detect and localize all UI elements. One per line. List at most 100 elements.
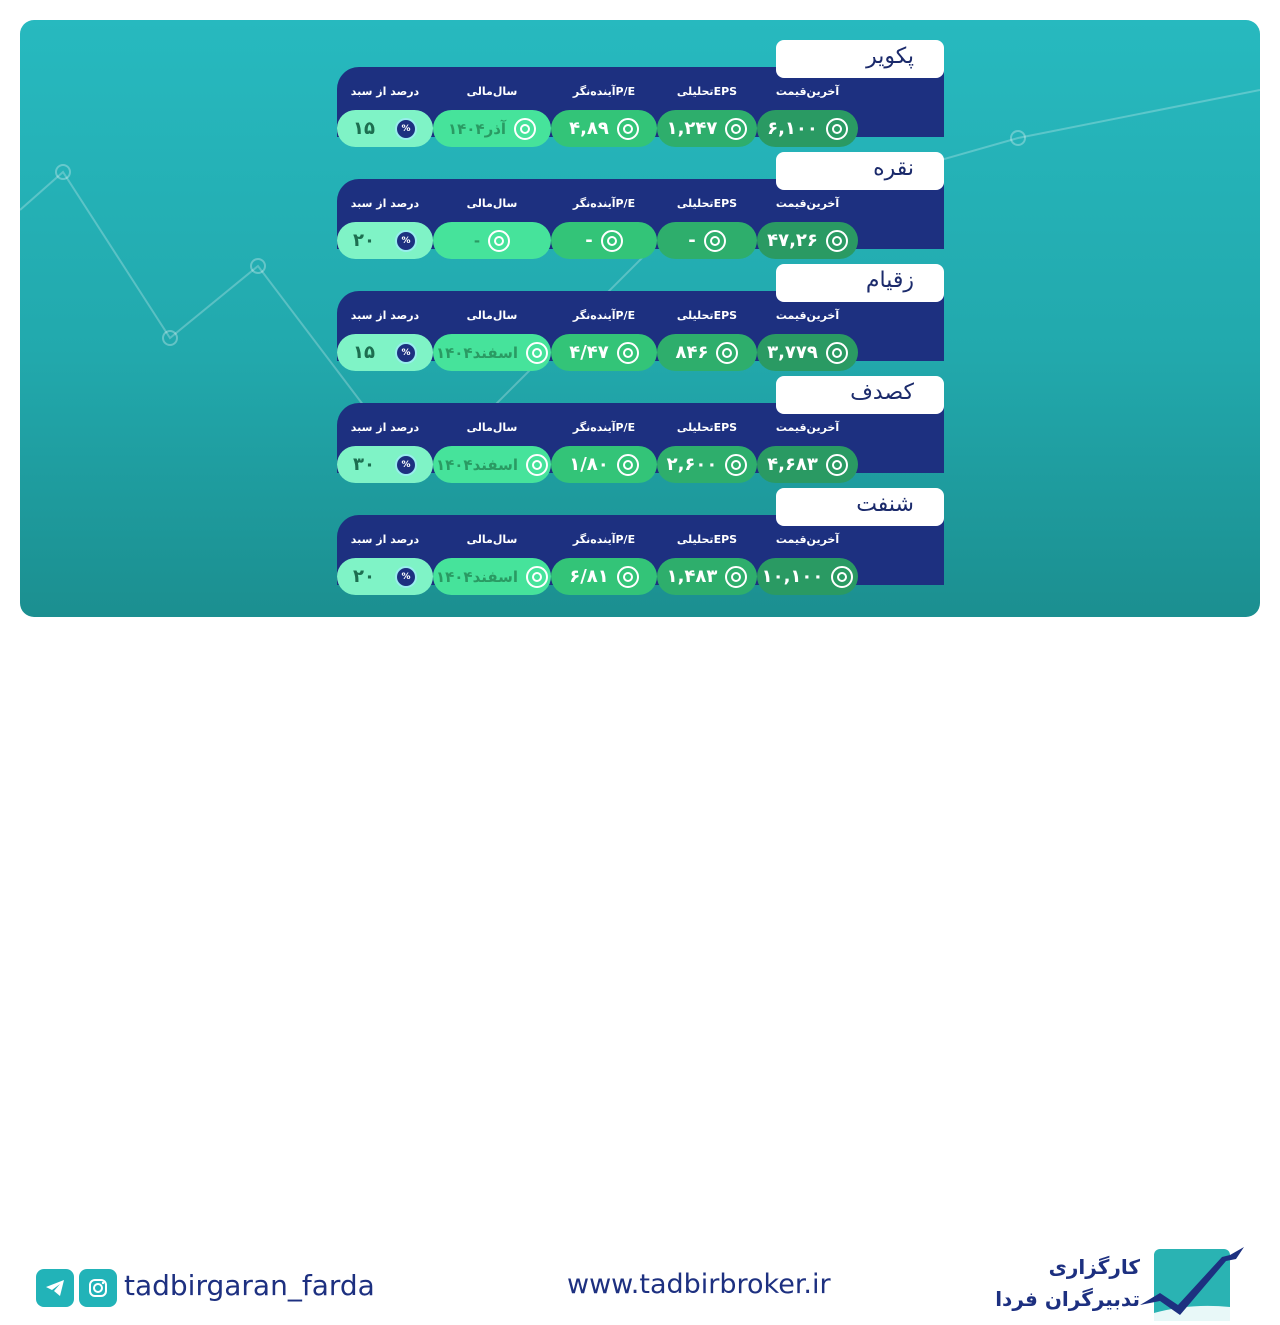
fiscal-year-value: آذر۱۴۰۴	[447, 119, 507, 138]
percent-icon: %	[395, 565, 417, 588]
eps-pill: ۱,۴۸۳	[657, 558, 757, 595]
fiscal-year-pill: اسفند۱۴۰۴	[433, 446, 551, 483]
last-price-value: ۱۰,۱۰۰	[761, 566, 824, 587]
target-icon	[825, 117, 848, 140]
portfolio-percent-pill: % ۳۰	[337, 446, 433, 483]
portfolio-percent-value: ۱۵	[353, 342, 375, 363]
pe-pill: ۴/۴۷	[551, 334, 657, 371]
stock-card: نقره آخرین‌قیمت EPSتحلیلی P/Eآینده‌نگر س…	[337, 152, 944, 262]
percent-icon: %	[395, 229, 417, 252]
last-price-pill: ۶,۱۰۰	[757, 110, 858, 147]
last-price-value: ۴,۶۸۳	[767, 454, 818, 475]
header-fiscal-year: سال‌مالی	[466, 309, 518, 322]
last-price-pill: ۱۰,۱۰۰	[757, 558, 858, 595]
header-pe: P/Eآینده‌نگر	[572, 309, 636, 322]
brand-line-2: تدبیرگران فردا	[995, 1287, 1140, 1311]
target-icon	[616, 341, 639, 364]
target-icon	[526, 341, 549, 364]
stock-name: زقیام	[776, 264, 944, 302]
stock-name: پکویر	[776, 40, 944, 78]
pe-pill: ۶/۸۱	[551, 558, 657, 595]
header-eps: EPSتحلیلی	[676, 85, 738, 98]
target-icon	[514, 117, 537, 140]
last-price-pill: ۳,۷۷۹	[757, 334, 858, 371]
percent-icon: %	[395, 453, 417, 476]
portfolio-percent-value: ۲۰	[353, 566, 375, 587]
eps-pill: -	[657, 222, 757, 259]
header-pe: P/Eآینده‌نگر	[572, 197, 636, 210]
target-icon	[725, 565, 748, 588]
target-icon	[831, 565, 854, 588]
last-price-value: ۴۷,۲۶	[767, 230, 818, 251]
pe-value: ۴,۸۹	[569, 118, 609, 139]
brand-line-1: کارگزاری	[1048, 1255, 1140, 1279]
target-icon	[825, 453, 848, 476]
footer: tadbirgaran_farda www.tadbirbroker.ir کا…	[0, 617, 1280, 1321]
target-icon	[616, 453, 639, 476]
header-last-price: آخرین‌قیمت	[775, 533, 840, 546]
portfolio-percent-value: ۳۰	[353, 454, 375, 475]
target-icon	[825, 341, 848, 364]
fiscal-year-value: اسفند۱۴۰۴	[435, 343, 519, 362]
header-eps: EPSتحلیلی	[676, 309, 738, 322]
pe-value: -	[585, 230, 593, 251]
header-portfolio-percent: درصد از سبد	[350, 85, 420, 98]
header-fiscal-year: سال‌مالی	[466, 197, 518, 210]
percent-icon: %	[395, 117, 417, 140]
header-last-price: آخرین‌قیمت	[775, 85, 840, 98]
header-last-price: آخرین‌قیمت	[775, 197, 840, 210]
background-chart-decoration	[20, 89, 1260, 482]
website-link[interactable]: www.tadbirbroker.ir	[567, 1269, 831, 1300]
eps-value: ۱,۴۸۳	[666, 566, 718, 587]
portfolio-percent-pill: % ۱۵	[337, 110, 433, 147]
target-icon	[526, 453, 549, 476]
target-icon	[488, 229, 511, 252]
header-eps: EPSتحلیلی	[676, 197, 738, 210]
header-last-price: آخرین‌قیمت	[775, 421, 840, 434]
header-fiscal-year: سال‌مالی	[466, 85, 518, 98]
fiscal-year-pill: -	[433, 222, 551, 259]
brand-logo	[1140, 1247, 1244, 1321]
percent-icon: %	[395, 341, 417, 364]
brand-name: کارگزاری تدبیرگران فردا	[995, 1251, 1140, 1315]
portfolio-percent-pill: % ۲۰	[337, 222, 433, 259]
pe-pill: ۴,۸۹	[551, 110, 657, 147]
header-portfolio-percent: درصد از سبد	[350, 533, 420, 546]
fiscal-year-pill: اسفند۱۴۰۴	[433, 558, 551, 595]
instagram-icon[interactable]	[79, 1269, 117, 1307]
target-icon	[526, 565, 549, 588]
fiscal-year-pill: آذر۱۴۰۴	[433, 110, 551, 147]
header-pe: P/Eآینده‌نگر	[572, 85, 636, 98]
portfolio-percent-value: ۱۵	[353, 118, 375, 139]
target-icon	[600, 229, 623, 252]
eps-pill: ۱,۲۴۷	[657, 110, 757, 147]
eps-value: ۱,۲۴۷	[666, 118, 718, 139]
eps-value: ۲,۶۰۰	[666, 454, 718, 475]
pe-pill: ۱/۸۰	[551, 446, 657, 483]
stock-card: شنفت آخرین‌قیمت EPSتحلیلی P/Eآینده‌نگر س…	[337, 488, 944, 598]
target-icon	[716, 341, 739, 364]
header-eps: EPSتحلیلی	[676, 533, 738, 546]
eps-value: -	[688, 230, 696, 251]
last-price-value: ۶,۱۰۰	[767, 118, 818, 139]
stock-card: کصدف آخرین‌قیمت EPSتحلیلی P/Eآینده‌نگر س…	[337, 376, 944, 486]
stock-name: نقره	[776, 152, 944, 190]
header-pe: P/Eآینده‌نگر	[572, 533, 636, 546]
pe-value: ۶/۸۱	[569, 566, 609, 587]
pe-value: ۴/۴۷	[569, 342, 609, 363]
stock-card: زقیام آخرین‌قیمت EPSتحلیلی P/Eآینده‌نگر …	[337, 264, 944, 374]
fiscal-year-value: -	[473, 231, 481, 250]
header-portfolio-percent: درصد از سبد	[350, 421, 420, 434]
header-pe: P/Eآینده‌نگر	[572, 421, 636, 434]
fiscal-year-value: اسفند۱۴۰۴	[435, 455, 519, 474]
social-handle[interactable]: tadbirgaran_farda	[124, 1269, 375, 1302]
telegram-icon[interactable]	[36, 1269, 74, 1307]
target-icon	[725, 117, 748, 140]
portfolio-percent-pill: % ۱۵	[337, 334, 433, 371]
last-price-pill: ۴۷,۲۶	[757, 222, 858, 259]
fiscal-year-value: اسفند۱۴۰۴	[435, 567, 519, 586]
pe-value: ۱/۸۰	[569, 454, 609, 475]
header-fiscal-year: سال‌مالی	[466, 533, 518, 546]
portfolio-percent-value: ۲۰	[353, 230, 375, 251]
stock-name: شنفت	[776, 488, 944, 526]
